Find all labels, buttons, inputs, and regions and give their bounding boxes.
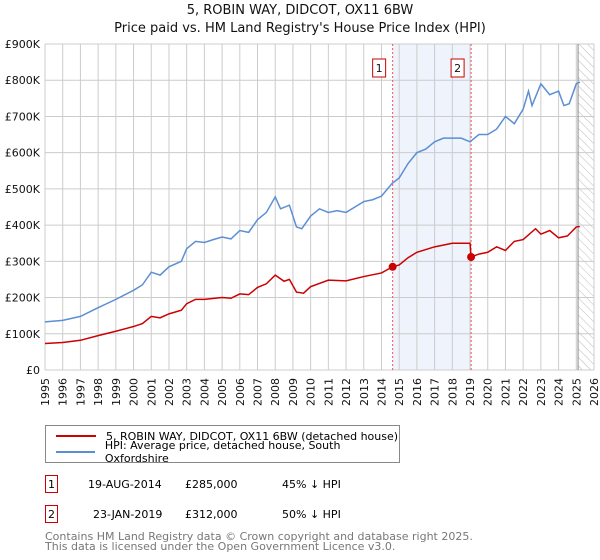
transaction-number: 1: [45, 475, 58, 493]
legend-label-property: 5, ROBIN WAY, DIDCOT, OX11 6BW (detached…: [106, 429, 399, 443]
y-tick-label: £900K: [5, 38, 41, 51]
x-tick-label: 1995: [39, 378, 52, 406]
x-tick-label: 2002: [163, 378, 176, 406]
transaction-date: 19-AUG-2014: [88, 478, 162, 491]
transaction-delta: 50% ↓ HPI: [282, 508, 341, 521]
x-tick-label: 2012: [340, 378, 353, 406]
x-tick-label: 2010: [305, 378, 318, 406]
footer-licence: This data is licensed under the Open Gov…: [45, 540, 396, 553]
x-tick-label: 2018: [446, 378, 459, 406]
x-tick-label: 2005: [216, 378, 229, 406]
x-tick-label: 2023: [535, 378, 548, 406]
x-tick-label: 1999: [110, 378, 123, 406]
sale-label: 2: [454, 62, 461, 75]
x-tick-label: 2014: [375, 378, 388, 406]
x-tick-label: 2026: [588, 378, 600, 406]
transaction-price: £312,000: [185, 508, 238, 521]
x-tick-label: 2017: [429, 378, 442, 406]
hpi-line: [44, 81, 581, 323]
x-tick-label: 2011: [322, 378, 335, 406]
x-tick-label: 2006: [234, 378, 247, 406]
y-tick-label: £600K: [5, 147, 41, 160]
x-tick-label: 2004: [198, 378, 211, 406]
y-tick-label: £300K: [5, 255, 41, 268]
forecast-hatch: [578, 44, 594, 370]
x-tick-label: 2013: [358, 378, 371, 406]
sale-label: 1: [376, 62, 383, 75]
transaction-date: 23-JAN-2019: [93, 508, 163, 521]
sale-point: [467, 252, 476, 261]
sale-period-shade: [392, 44, 472, 370]
property-price-line: [44, 225, 580, 345]
x-tick-label: 2008: [269, 378, 282, 406]
x-tick-label: 2003: [181, 378, 194, 406]
chart-subtitle: Price paid vs. HM Land Registry's House …: [114, 21, 486, 36]
x-tick-label: 2020: [482, 378, 495, 406]
x-tick-label: 2019: [464, 378, 477, 406]
x-tick-label: 2021: [499, 378, 512, 406]
x-tick-label: 2022: [517, 378, 530, 406]
legend-label-hpi: HPI: Average price, detached house, Sout…: [104, 439, 341, 465]
legend-swatch-property: [56, 435, 96, 437]
sale-point: [388, 262, 397, 271]
sale-label-box: [450, 58, 465, 78]
x-tick-label: 1996: [57, 378, 70, 406]
x-tick-label: 2007: [252, 378, 265, 406]
x-tick-label: 2009: [287, 378, 300, 406]
transaction-row: 2 23-JAN-2019 £312,000 50% ↓ HPI: [45, 505, 445, 523]
y-tick-label: £400K: [5, 219, 41, 232]
x-tick-label: 1998: [92, 378, 105, 406]
y-tick-label: £100K: [5, 328, 41, 341]
x-tick-label: 2024: [553, 378, 566, 406]
legend: 5, ROBIN WAY, DIDCOT, OX11 6BW (detached…: [45, 425, 400, 465]
price-chart: 1995 1996 1997 1998 1999 2000 2001 2002 2003 2004…: [5, 38, 600, 406]
footer: Contains HM Land Registry data © Crown c…: [45, 530, 473, 553]
y-tick-label: £200K: [5, 292, 41, 305]
transaction-price: £285,000: [185, 478, 238, 491]
x-tick-label: 2000: [128, 378, 141, 406]
chart-title: 5, ROBIN WAY, DIDCOT, OX11 6BW: [186, 3, 414, 18]
legend-swatch-hpi: [56, 451, 95, 453]
y-tick-label: £800K: [5, 74, 41, 87]
x-tick-label: 2025: [570, 378, 583, 406]
y-tick-label: £500K: [5, 183, 41, 196]
sale-label-box: [372, 58, 387, 78]
y-tick-label: £700K: [5, 110, 41, 123]
transaction-row: 1 19-AUG-2014 £285,000 45% ↓ HPI: [45, 475, 445, 493]
y-tick-label: £0: [26, 364, 40, 377]
x-tick-label: 2015: [393, 378, 406, 406]
footer-copyright: Contains HM Land Registry data © Crown c…: [45, 530, 473, 543]
x-tick-label: 1997: [74, 378, 87, 406]
transaction-delta: 45% ↓ HPI: [282, 478, 341, 491]
x-tick-label: 2001: [145, 378, 158, 406]
transaction-number: 2: [45, 505, 58, 523]
x-tick-label: 2016: [411, 378, 424, 406]
